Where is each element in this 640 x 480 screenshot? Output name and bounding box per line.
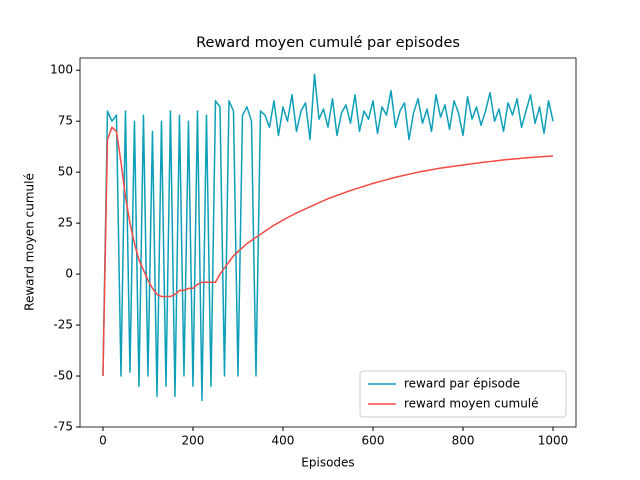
series-line xyxy=(102,73,554,402)
x-tick-label: 1000 xyxy=(538,434,569,448)
y-tick-label: 100 xyxy=(50,63,73,77)
x-tick-label: 0 xyxy=(99,434,107,448)
y-tick-label: -75 xyxy=(53,420,73,434)
legend-box xyxy=(359,370,567,418)
series-line xyxy=(102,126,554,377)
x-tick-label: 600 xyxy=(362,434,385,448)
legend-label: reward moyen cumulé xyxy=(404,397,539,411)
y-axis-label: Reward moyen cumulé xyxy=(23,173,37,311)
y-tick-label: 50 xyxy=(58,165,73,179)
y-tick-label: 0 xyxy=(65,267,73,281)
y-tick-label: 25 xyxy=(58,216,73,230)
x-tick-label: 400 xyxy=(272,434,295,448)
y-tick-label: 75 xyxy=(58,114,73,128)
legend-label: reward par épisode xyxy=(404,377,520,391)
x-tick-label: 200 xyxy=(182,434,205,448)
x-axis-label: Episodes xyxy=(301,456,354,470)
x-tick-label: 800 xyxy=(452,434,475,448)
y-tick-label: -25 xyxy=(53,318,73,332)
plot-frame xyxy=(79,57,577,428)
y-tick-label: -50 xyxy=(53,369,73,383)
chart-title: Reward moyen cumulé par episodes xyxy=(196,35,460,51)
